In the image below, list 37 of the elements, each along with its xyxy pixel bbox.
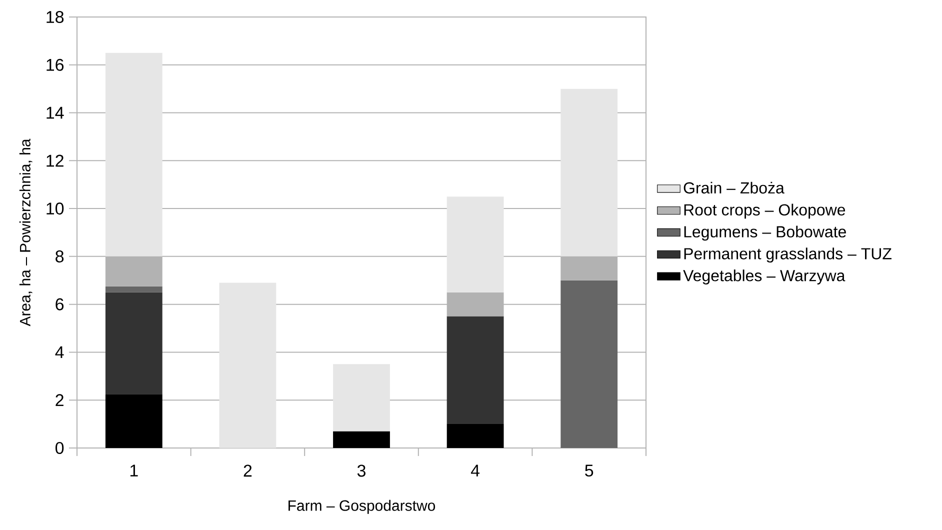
bar bbox=[333, 364, 390, 432]
bar bbox=[560, 256, 618, 280]
y-axis-title: Area, ha – Powierzchnia, ha bbox=[19, 138, 32, 326]
bar bbox=[105, 256, 162, 286]
bar bbox=[560, 280, 618, 448]
y-tick-label: 8 bbox=[56, 250, 64, 262]
y-tick-label: 10 bbox=[46, 202, 64, 215]
y-tick-label: 6 bbox=[56, 298, 64, 310]
bar bbox=[446, 196, 504, 292]
y-tick-label: 0 bbox=[56, 442, 64, 454]
bar bbox=[560, 88, 618, 256]
y-tick-label: 2 bbox=[56, 394, 64, 406]
legend-label: Root crops – Okopowe bbox=[684, 204, 846, 219]
bar bbox=[219, 282, 276, 448]
x-tick-label: 1 bbox=[130, 464, 138, 476]
bar bbox=[446, 424, 504, 448]
bar bbox=[105, 292, 162, 394]
x-tick-label: 4 bbox=[470, 464, 480, 476]
y-tick-label: 18 bbox=[46, 10, 64, 24]
legend-label: Permanent grasslands – TUZ bbox=[684, 248, 892, 263]
y-tick-label: 4 bbox=[55, 346, 64, 358]
bar bbox=[105, 394, 162, 448]
bar bbox=[105, 286, 162, 292]
bar bbox=[446, 292, 504, 316]
x-tick-label: 2 bbox=[244, 464, 252, 477]
bar bbox=[105, 52, 162, 256]
y-tick-label: 16 bbox=[46, 58, 64, 71]
y-tick-label: 14 bbox=[46, 106, 64, 119]
x-tick-label: 5 bbox=[585, 464, 594, 477]
legend-label: Legumens – Bobowate bbox=[684, 226, 846, 241]
y-tick-label: 12 bbox=[46, 154, 64, 167]
bar bbox=[446, 316, 504, 424]
x-axis-title: Farm – Gospodarstwo bbox=[288, 500, 436, 514]
x-tick-label: 3 bbox=[357, 464, 366, 477]
bar bbox=[333, 431, 390, 448]
legend-label: Vegetables – Warzywa bbox=[683, 270, 846, 284]
legend-label: Grain – Zboża bbox=[684, 182, 784, 194]
